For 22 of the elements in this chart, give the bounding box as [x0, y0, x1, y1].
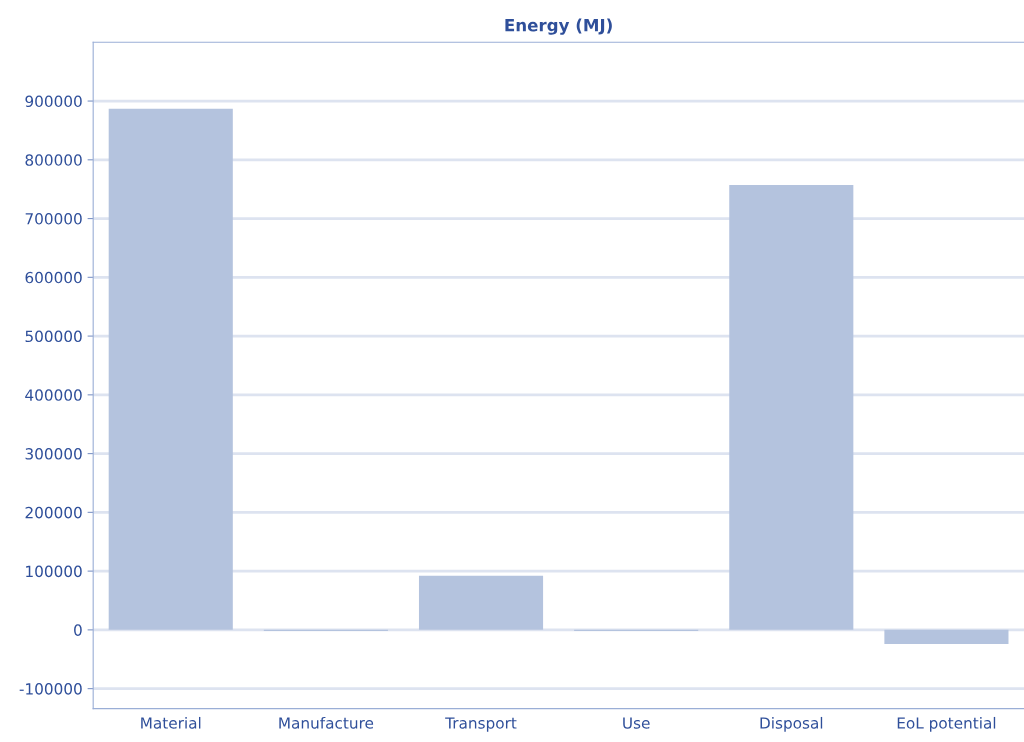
bar [729, 185, 854, 630]
y-tick-label: 200000 [25, 506, 82, 519]
x-tick-label: Transport [445, 717, 517, 732]
chart-title: Energy (MJ) [505, 18, 612, 35]
x-tick-label: Material [141, 716, 201, 729]
bar [418, 575, 544, 630]
y-tick-label: 100000 [26, 565, 82, 578]
y-tick-label: 900000 [25, 95, 82, 108]
x-tick-label: Use [623, 717, 650, 729]
y-tick-label: 600000 [25, 271, 82, 284]
y-tick-label: 700000 [25, 213, 82, 225]
x-tick-label: Disposal [760, 716, 823, 732]
x-tick-label: Manufacture [279, 716, 374, 729]
y-tick-label: 800000 [25, 154, 82, 166]
x-tick-label: EoL potential [897, 716, 996, 732]
y-tick-label: 400000 [25, 389, 82, 401]
y-tick-label: 300000 [25, 448, 82, 460]
bar [884, 629, 1009, 644]
y-tick-label: 500000 [25, 330, 82, 343]
y-tick-label: 0 [74, 624, 82, 636]
y-tick-label: -100000 [19, 683, 82, 695]
bar [108, 108, 233, 630]
